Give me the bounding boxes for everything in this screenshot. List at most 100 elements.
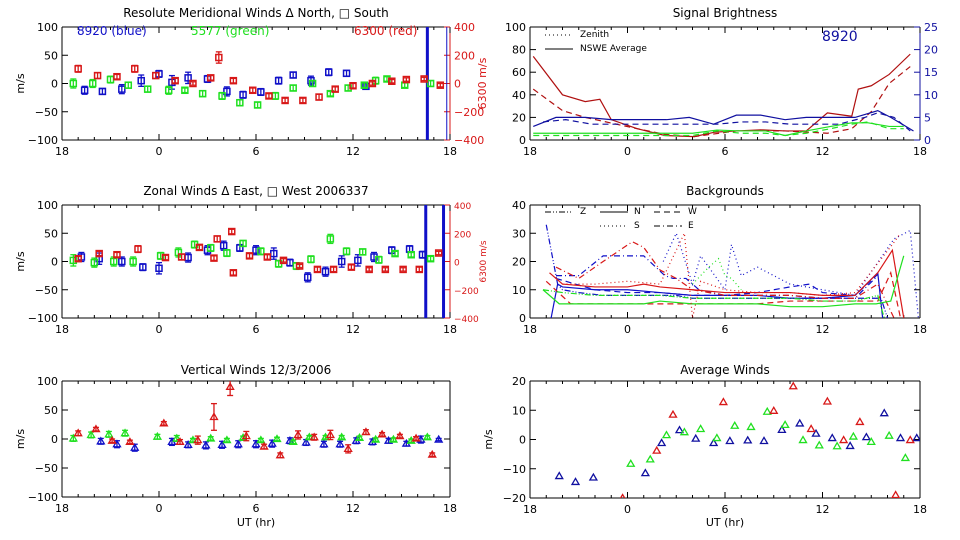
- meridional-point-5577: [326, 89, 335, 98]
- average-point-8920: [895, 433, 906, 442]
- average-xtick-label: 18: [913, 503, 927, 516]
- average-point-5577: [832, 441, 842, 450]
- zonal-point-5577: [407, 250, 415, 259]
- vertical-point-6300: [209, 412, 219, 421]
- zonal-point-5577: [129, 257, 137, 266]
- average-xtick-label: 12: [816, 503, 830, 516]
- brightness-series-line: [533, 109, 914, 132]
- meridional-ytick-label: 50: [44, 49, 58, 62]
- zonal-point-8920: [252, 246, 260, 254]
- vertical-ytick-label: 0: [51, 433, 58, 446]
- backgrounds-xtick-label: 12: [816, 323, 830, 336]
- meridional-point-8920: [325, 68, 333, 76]
- average-point-6300: [769, 406, 779, 414]
- brightness-ytick-label: 40: [512, 89, 526, 102]
- meridional-point-5577: [253, 101, 262, 109]
- meridional-point-6300: [249, 86, 257, 95]
- vertical-point-6300: [395, 431, 405, 440]
- vertical-point-5577: [337, 432, 347, 441]
- meridional-point-5577: [308, 79, 317, 88]
- average-point-8920: [588, 472, 599, 481]
- average-point-8920: [845, 441, 855, 450]
- zonal-point-8920: [354, 256, 362, 265]
- average-point-6300: [652, 445, 662, 454]
- meridional-point-5577: [164, 86, 173, 95]
- average-point-5577: [814, 440, 824, 449]
- meridional-y2tick-label: 400: [454, 21, 475, 34]
- average-point-8920: [691, 433, 701, 442]
- average-point-5577: [798, 435, 808, 444]
- meridional-point-6300: [229, 76, 238, 85]
- average-point-5577: [661, 430, 672, 439]
- average-data: [554, 381, 920, 498]
- zonal-point-6300: [113, 250, 121, 259]
- meridional-point-5577: [218, 92, 226, 100]
- vertical-point-5577: [206, 433, 216, 442]
- vertical-point-6300: [325, 430, 335, 439]
- backgrounds-series-line: [549, 248, 905, 318]
- average-ytick-label: 20: [512, 375, 526, 388]
- average-point-8920: [554, 471, 564, 480]
- zonal-y2tick-label: 400: [454, 202, 471, 212]
- meridional-point-6300: [93, 71, 102, 80]
- backgrounds-series-line: [555, 241, 895, 318]
- meridional-ytick-label: −50: [35, 106, 58, 119]
- average-point-6300: [668, 409, 678, 418]
- zonal-point-8920: [139, 263, 147, 271]
- vertical-point-6300: [377, 429, 387, 438]
- meridional-point-8920: [289, 71, 297, 79]
- average-point-8920: [640, 468, 651, 477]
- meridional-point-6300: [402, 75, 411, 84]
- meridional-y2tick-label: 0: [454, 78, 461, 91]
- zonal-point-5577: [109, 257, 118, 266]
- zonal-y2tick-label: 200: [454, 230, 471, 240]
- zonal-xtick-label: 6: [253, 323, 260, 336]
- backgrounds-series-line: [662, 229, 919, 318]
- brightness-xtick-label: 0: [624, 145, 631, 158]
- vertical-ytick-label: −50: [35, 462, 58, 475]
- zonal-point-8920: [219, 241, 228, 250]
- average-ytick-label: 10: [512, 404, 526, 417]
- vertical-point-5577: [422, 432, 432, 441]
- brightness-xtick-label: 18: [523, 145, 537, 158]
- zonal-ylabel: m/s: [14, 251, 27, 271]
- vertical-point-5577: [288, 437, 298, 446]
- zonal-point-5577: [239, 239, 247, 248]
- average-point-8920: [656, 438, 667, 447]
- vertical-point-5577: [304, 432, 314, 441]
- meridional-ytick-label: 100: [37, 21, 58, 34]
- vertical-point-8920: [217, 440, 227, 448]
- zonal-point-8920: [118, 257, 126, 266]
- vertical-point-5577: [256, 435, 266, 444]
- meridional-panel: 18 0 6 12 18−100−50050100−400−20002004006300…: [14, 21, 489, 158]
- average-point-5577: [848, 431, 859, 440]
- average-point-8920: [912, 433, 920, 442]
- vertical-point-6300: [241, 431, 251, 440]
- zonal-point-5577: [326, 235, 335, 243]
- meridional-point-6300: [113, 72, 121, 81]
- brightness-y2tick-label: 15: [924, 66, 938, 79]
- vertical-point-5577: [104, 429, 114, 438]
- meridional-point-6300: [265, 92, 273, 100]
- average-point-5577: [695, 424, 706, 433]
- meridional-y2tick-label: −400: [454, 134, 484, 147]
- average-point-5577: [900, 453, 911, 462]
- vertical-point-6300: [91, 424, 101, 433]
- average-point-8920: [861, 432, 872, 441]
- average-point-6300: [788, 381, 798, 390]
- zonal-point-6300: [295, 262, 304, 270]
- average-point-8920: [777, 425, 787, 433]
- average-point-6300: [855, 417, 865, 426]
- average-point-8920: [570, 477, 581, 486]
- vertical-point-5577: [68, 433, 78, 442]
- meridional-point-6300: [420, 75, 428, 83]
- average-point-6300: [619, 493, 626, 498]
- brightness-xtick-label: 18: [913, 145, 927, 158]
- vertical-point-6300: [275, 450, 285, 459]
- meridional-point-8920: [137, 76, 145, 85]
- meridional-xtick-label: 12: [346, 145, 360, 158]
- meridional-point-8920: [80, 86, 89, 95]
- average-point-8920: [708, 438, 719, 447]
